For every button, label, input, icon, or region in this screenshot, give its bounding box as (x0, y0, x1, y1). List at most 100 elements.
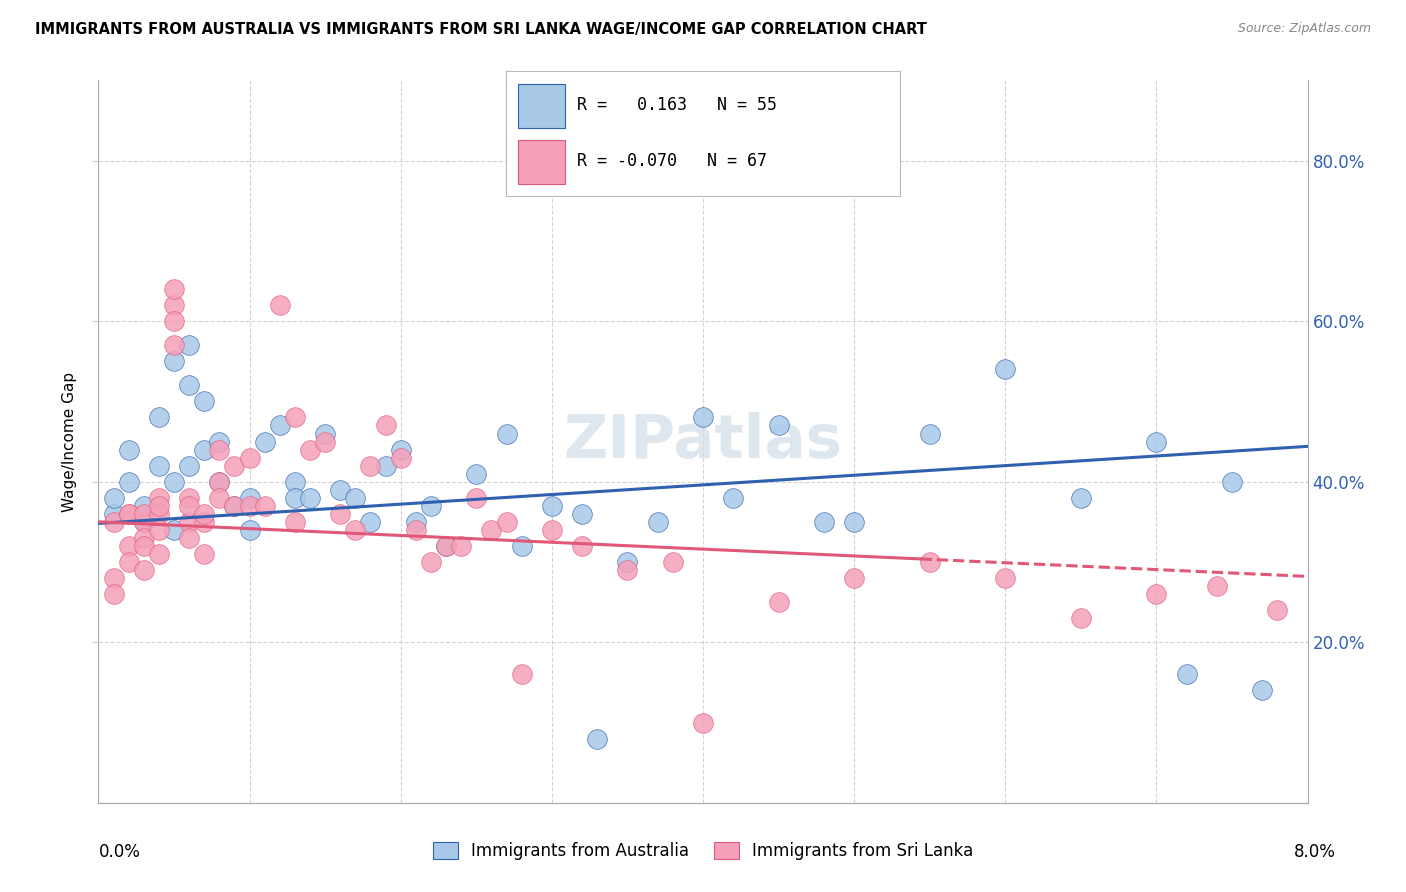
Point (374, 458, 396, 473)
Point (434, 539, 457, 553)
Point (1070, 611, 1092, 625)
Point (193, 507, 215, 521)
Point (193, 515, 215, 529)
Point (299, 442, 322, 457)
Point (253, 434, 276, 449)
Point (163, 282, 186, 296)
Point (284, 515, 307, 529)
Point (269, 418, 291, 433)
Point (284, 410, 307, 425)
Point (299, 491, 322, 505)
Point (269, 298, 291, 312)
Point (118, 555, 141, 569)
Point (163, 523, 186, 537)
Point (148, 499, 170, 513)
Point (179, 515, 201, 529)
Point (179, 458, 201, 473)
Point (405, 523, 427, 537)
Point (239, 450, 262, 465)
Point (132, 499, 155, 513)
Point (103, 515, 125, 529)
Text: Source: ZipAtlas.com: Source: ZipAtlas.com (1237, 22, 1371, 36)
Point (1220, 475, 1243, 489)
Point (208, 434, 231, 449)
Point (723, 491, 745, 505)
Point (329, 507, 352, 521)
Point (647, 515, 669, 529)
Point (239, 523, 262, 537)
Point (918, 555, 941, 569)
Point (495, 515, 517, 529)
Point (163, 298, 186, 312)
Point (118, 507, 141, 521)
Point (481, 523, 503, 537)
Point (495, 426, 517, 441)
Point (103, 571, 125, 585)
Point (344, 523, 367, 537)
Point (994, 362, 1017, 376)
Point (329, 483, 352, 497)
Point (692, 715, 714, 730)
Point (239, 499, 262, 513)
Text: ZIPatlas: ZIPatlas (564, 412, 842, 471)
Point (389, 442, 412, 457)
Text: IMMIGRANTS FROM AUSTRALIA VS IMMIGRANTS FROM SRI LANKA WAGE/INCOME GAP CORRELATI: IMMIGRANTS FROM AUSTRALIA VS IMMIGRANTS … (35, 22, 927, 37)
Point (163, 354, 186, 368)
Point (118, 507, 141, 521)
Point (208, 442, 231, 457)
Point (540, 499, 562, 513)
Point (132, 539, 155, 553)
Point (1146, 587, 1168, 601)
Y-axis label: Wage/Income Gap: Wage/Income Gap (62, 371, 77, 512)
Point (103, 507, 125, 521)
Point (103, 491, 125, 505)
Point (434, 539, 457, 553)
Point (314, 434, 336, 449)
Point (1251, 683, 1274, 698)
Point (132, 515, 155, 529)
Point (148, 491, 170, 505)
Point (163, 314, 186, 328)
Point (768, 418, 790, 433)
FancyBboxPatch shape (517, 140, 565, 184)
Point (132, 515, 155, 529)
Point (844, 571, 866, 585)
Point (465, 467, 488, 481)
Point (344, 491, 367, 505)
Point (148, 410, 170, 425)
Point (510, 539, 533, 553)
Point (1206, 579, 1229, 593)
Point (148, 507, 170, 521)
Point (193, 394, 215, 409)
Point (510, 667, 533, 681)
Point (420, 555, 443, 569)
Point (118, 539, 141, 553)
Text: 0.0%: 0.0% (98, 843, 141, 861)
Point (661, 555, 683, 569)
Point (179, 338, 201, 352)
Point (179, 499, 201, 513)
Point (1267, 603, 1289, 617)
Point (193, 442, 215, 457)
Point (103, 587, 125, 601)
Legend: Immigrants from Australia, Immigrants from Sri Lanka: Immigrants from Australia, Immigrants fr… (426, 835, 980, 867)
Text: 8.0%: 8.0% (1294, 843, 1336, 861)
Point (284, 491, 307, 505)
Point (540, 523, 562, 537)
Point (148, 523, 170, 537)
Point (616, 563, 638, 577)
Point (813, 515, 835, 529)
Point (163, 475, 186, 489)
Point (224, 499, 246, 513)
Point (1146, 434, 1168, 449)
Point (284, 475, 307, 489)
Point (586, 731, 609, 746)
Point (405, 515, 427, 529)
Point (148, 547, 170, 561)
Point (179, 491, 201, 505)
Point (616, 555, 638, 569)
FancyBboxPatch shape (517, 84, 565, 128)
Point (208, 491, 231, 505)
Point (1070, 491, 1092, 505)
Point (179, 531, 201, 545)
